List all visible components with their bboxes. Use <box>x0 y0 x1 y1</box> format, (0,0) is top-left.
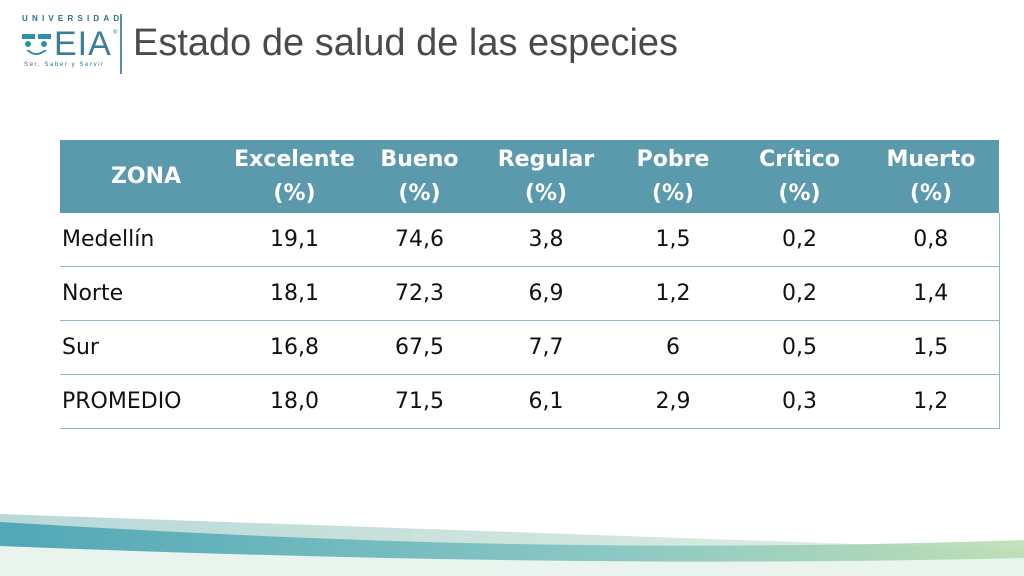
cell-bueno: 71,5 <box>357 374 482 429</box>
cell-bueno: 67,5 <box>357 320 482 375</box>
logo-university-text: UNIVERSIDAD <box>22 14 124 23</box>
cell-regular: 7,7 <box>482 320 610 375</box>
cell-zona: Medellín <box>60 213 232 267</box>
header-divider <box>120 14 122 74</box>
logo-registered-mark: ® <box>113 30 118 36</box>
cell-excelente: 19,1 <box>232 213 357 267</box>
table-header-row: ZONA Excelente (%) Bueno (%) Regular (%) Po… <box>60 140 999 213</box>
cell-regular: 6,1 <box>482 374 610 429</box>
col-header-bueno: Bueno (%) <box>357 140 482 213</box>
col-header-regular: Regular (%) <box>482 140 610 213</box>
cell-muerto: 0,8 <box>863 213 1000 267</box>
cell-zona: Norte <box>60 266 232 321</box>
logo-eia-text: EIA <box>54 25 112 63</box>
cell-critico: 0,3 <box>736 374 863 429</box>
cell-pobre: 2,9 <box>610 374 736 429</box>
cell-critico: 0,2 <box>736 213 863 267</box>
cell-muerto: 1,5 <box>863 320 1000 375</box>
cell-regular: 6,9 <box>482 266 610 321</box>
cell-critico: 0,2 <box>736 266 863 321</box>
cell-excelente: 18,1 <box>232 266 357 321</box>
col-header-critico: Crítico (%) <box>736 140 863 213</box>
university-logo: UNIVERSIDAD EIA ® Ser, Saber y Servir <box>18 14 126 76</box>
table-row-norte: Norte 18,1 72,3 6,9 1,2 0,2 1,4 <box>60 266 1000 321</box>
col-header-excelente: Excelente (%) <box>232 140 357 213</box>
logo-emblem-icon <box>22 34 51 55</box>
col-header-muerto: Muerto (%) <box>863 140 999 213</box>
cell-muerto: 1,4 <box>863 266 1000 321</box>
cell-regular: 3,8 <box>482 213 610 267</box>
cell-pobre: 6 <box>610 320 736 375</box>
cell-pobre: 1,5 <box>610 213 736 267</box>
cell-zona: Sur <box>60 320 232 375</box>
col-header-zona: ZONA <box>60 140 232 213</box>
page-title: Estado de salud de las especies <box>133 22 679 64</box>
cell-excelente: 16,8 <box>232 320 357 375</box>
table-row-sur: Sur 16,8 67,5 7,7 6 0,5 1,5 <box>60 320 1000 375</box>
cell-zona: PROMEDIO <box>60 374 232 429</box>
bottom-decorative-waves <box>0 514 1024 576</box>
cell-pobre: 1,2 <box>610 266 736 321</box>
table-row-promedio: PROMEDIO 18,0 71,5 6,1 2,9 0,3 1,2 <box>60 374 1000 429</box>
cell-critico: 0,5 <box>736 320 863 375</box>
logo-tagline: Ser, Saber y Servir <box>24 62 105 68</box>
cell-bueno: 74,6 <box>357 213 482 267</box>
species-health-table: ZONA Excelente (%) Bueno (%) Regular (%) Po… <box>60 140 1000 429</box>
cell-bueno: 72,3 <box>357 266 482 321</box>
cell-excelente: 18,0 <box>232 374 357 429</box>
cell-muerto: 1,2 <box>863 374 1000 429</box>
col-header-pobre: Pobre (%) <box>610 140 736 213</box>
table-row-medellin: Medellín 19,1 74,6 3,8 1,5 0,2 0,8 <box>60 213 1000 267</box>
